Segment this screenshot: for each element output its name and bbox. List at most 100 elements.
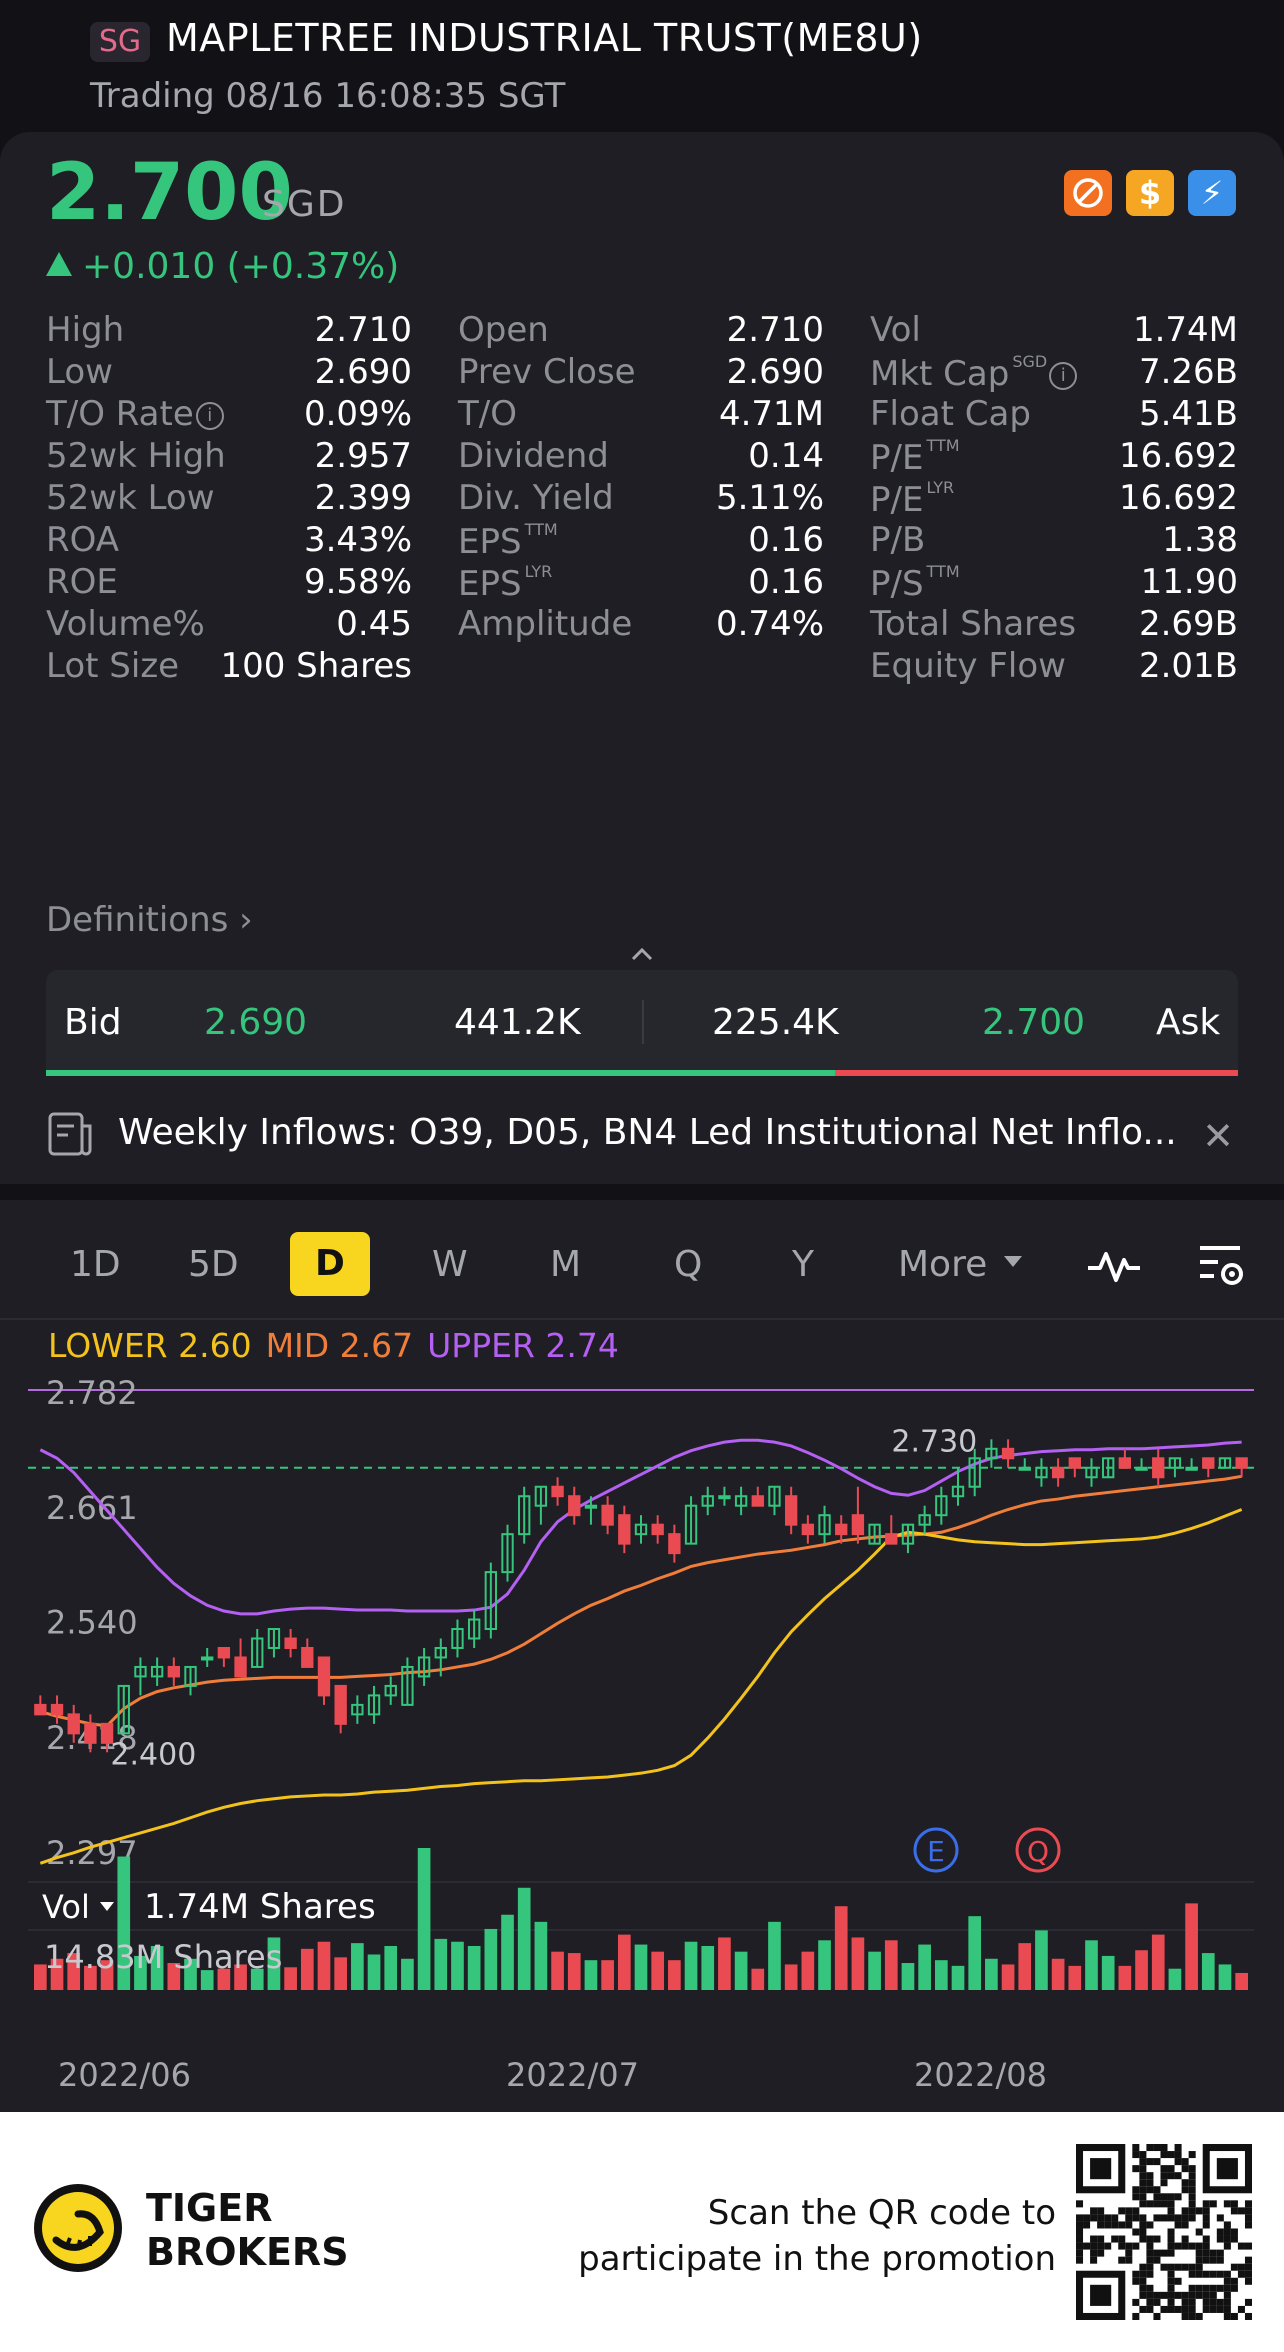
candle-body[interactable]: [534, 1485, 548, 1507]
volume-bar[interactable]: [167, 1963, 181, 1990]
info-icon[interactable]: i: [195, 402, 224, 430]
candle-body[interactable]: [334, 1684, 347, 1725]
volume-bar[interactable]: [868, 1951, 881, 1990]
volume-bar[interactable]: [284, 1967, 297, 1990]
volume-bar[interactable]: [884, 1940, 898, 1990]
volume-bar[interactable]: [617, 1934, 631, 1990]
volume-bar[interactable]: [668, 1960, 681, 1990]
volume-bar[interactable]: [751, 1968, 765, 1990]
volume-bar[interactable]: [1118, 1965, 1132, 1990]
volume-bar[interactable]: [317, 1941, 331, 1990]
definitions-link[interactable]: Definitions ›: [46, 900, 253, 940]
candle-body[interactable]: [1235, 1457, 1248, 1469]
candle-body[interactable]: [751, 1495, 764, 1507]
candle-body[interactable]: [584, 1504, 598, 1509]
chart-settings-icon[interactable]: [1196, 1240, 1248, 1292]
candle-body[interactable]: [568, 1495, 581, 1517]
candle-body[interactable]: [317, 1656, 331, 1697]
volume-bar[interactable]: [67, 1953, 81, 1990]
volume-bar[interactable]: [501, 1914, 514, 1990]
volume-bar[interactable]: [1151, 1934, 1165, 1990]
volume-bar[interactable]: [300, 1948, 314, 1990]
candle-body[interactable]: [384, 1684, 397, 1697]
volume-bar[interactable]: [1218, 1964, 1232, 1990]
volume-bar[interactable]: [551, 1951, 564, 1990]
candle-body[interactable]: [301, 1646, 314, 1668]
candle-body[interactable]: [1135, 1466, 1148, 1471]
volume-bar[interactable]: [217, 1968, 231, 1990]
volume-bar[interactable]: [451, 1941, 464, 1990]
volume-bar[interactable]: [50, 1958, 64, 1990]
candle-body[interactable]: [551, 1485, 564, 1498]
candle-body[interactable]: [84, 1722, 97, 1744]
news-headline[interactable]: Weekly Inflows: O39, D05, BN4 Led Instit…: [118, 1112, 1177, 1153]
volume-bar[interactable]: [601, 1960, 614, 1990]
volume-bar[interactable]: [401, 1958, 414, 1990]
price-chart[interactable]: 2.7822.6612.5402.4182.2972.7302.400EQVol…: [0, 1370, 1284, 2112]
tab-1d[interactable]: 1D: [70, 1244, 121, 1285]
volume-bar[interactable]: [1035, 1930, 1048, 1990]
volume-bar[interactable]: [434, 1938, 448, 1990]
volume-bar[interactable]: [467, 1945, 481, 1990]
tab-y[interactable]: Y: [792, 1244, 814, 1285]
volume-bar[interactable]: [367, 1954, 381, 1991]
candle-body[interactable]: [367, 1694, 381, 1716]
candle-body[interactable]: [885, 1533, 898, 1545]
volume-bar[interactable]: [1135, 1950, 1148, 1990]
candle-body[interactable]: [484, 1571, 498, 1631]
candle-body[interactable]: [985, 1447, 998, 1460]
tab-m[interactable]: M: [550, 1244, 582, 1285]
candle-body[interactable]: [284, 1637, 297, 1649]
volume-bar[interactable]: [584, 1960, 598, 1990]
volume-bar[interactable]: [968, 1916, 982, 1990]
candle-body[interactable]: [1102, 1457, 1115, 1479]
candle-body[interactable]: [835, 1523, 848, 1536]
volume-bar[interactable]: [1085, 1940, 1098, 1990]
volume-bar[interactable]: [184, 1958, 197, 1990]
volume-bar[interactable]: [651, 1951, 665, 1990]
volume-bar[interactable]: [484, 1928, 498, 1990]
candle-body[interactable]: [718, 1495, 731, 1500]
candle-body[interactable]: [251, 1637, 264, 1668]
volume-bar[interactable]: [851, 1937, 865, 1990]
candle-body[interactable]: [167, 1665, 180, 1678]
volume-bar[interactable]: [267, 1937, 281, 1990]
volume-bar[interactable]: [334, 1957, 348, 1990]
tab-q[interactable]: Q: [674, 1244, 703, 1285]
volume-bar[interactable]: [417, 1848, 431, 1990]
candle-body[interactable]: [1085, 1466, 1098, 1479]
volume-bar[interactable]: [351, 1943, 364, 1990]
volume-bar[interactable]: [784, 1964, 798, 1990]
candle-body[interactable]: [734, 1495, 748, 1507]
candle-body[interactable]: [684, 1504, 698, 1545]
volume-bar[interactable]: [117, 1856, 131, 1990]
candle-body[interactable]: [935, 1495, 948, 1517]
candle-body[interactable]: [901, 1523, 915, 1545]
candle-body[interactable]: [1001, 1447, 1015, 1460]
candle-body[interactable]: [1068, 1457, 1081, 1469]
volume-bar[interactable]: [1051, 1958, 1065, 1990]
candle-body[interactable]: [1051, 1466, 1065, 1479]
volume-bar[interactable]: [1018, 1943, 1032, 1990]
candle-body[interactable]: [184, 1665, 197, 1687]
volume-bar[interactable]: [200, 1970, 214, 1990]
volume-bar[interactable]: [734, 1951, 748, 1990]
volume-bar[interactable]: [718, 1937, 731, 1990]
news-banner[interactable]: Weekly Inflows: O39, D05, BN4 Led Instit…: [46, 1104, 1238, 1164]
candle-body[interactable]: [434, 1646, 447, 1659]
candle-body[interactable]: [150, 1665, 164, 1678]
candle-body[interactable]: [768, 1485, 781, 1507]
volume-bar[interactable]: [534, 1921, 548, 1990]
volume-bar[interactable]: [1001, 1964, 1015, 1990]
candle-body[interactable]: [668, 1533, 681, 1555]
candle-body[interactable]: [417, 1656, 431, 1678]
candle-body[interactable]: [1118, 1457, 1132, 1469]
volume-bar[interactable]: [384, 1945, 398, 1990]
candle-body[interactable]: [1018, 1466, 1031, 1471]
volume-bar[interactable]: [517, 1887, 531, 1990]
volume-bar[interactable]: [567, 1953, 581, 1990]
volume-bar[interactable]: [768, 1921, 781, 1990]
indicator-icon[interactable]: [1086, 1246, 1142, 1286]
tab-w[interactable]: W: [432, 1244, 468, 1285]
tab-5d[interactable]: 5D: [188, 1244, 239, 1285]
